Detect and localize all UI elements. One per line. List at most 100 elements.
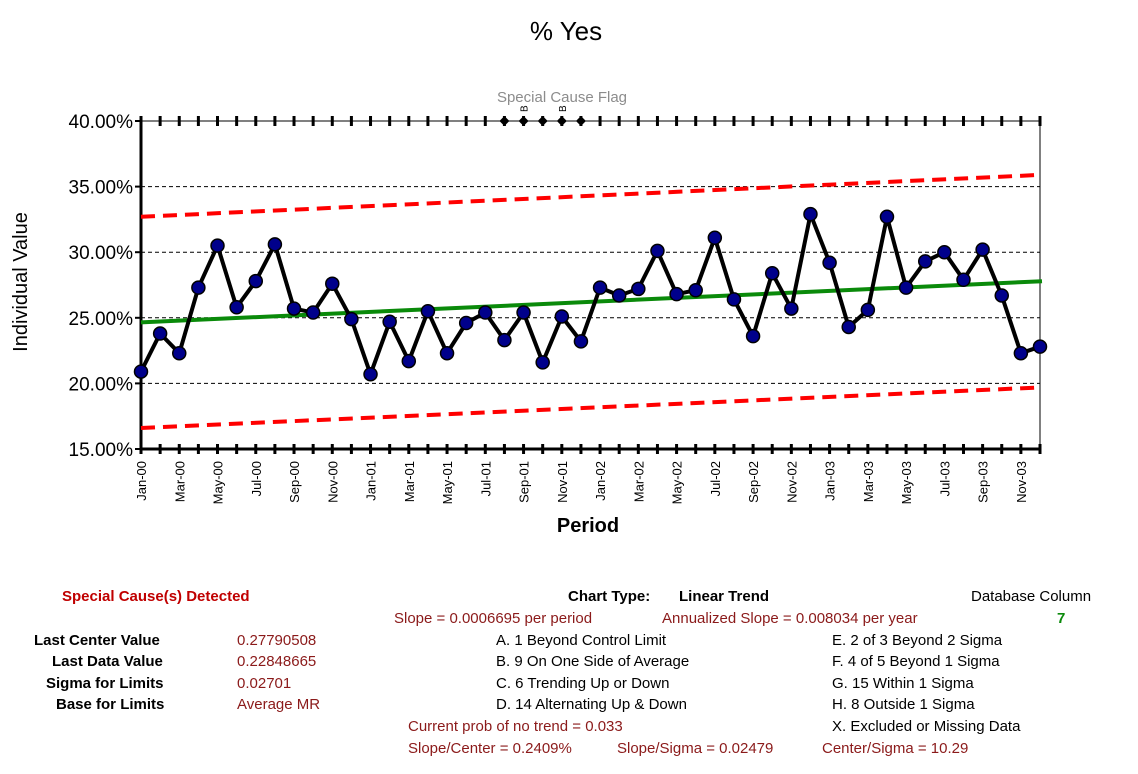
prob-no-trend: Current prob of no trend = 0.033 <box>408 718 623 735</box>
last-center-value: 0.27790508 <box>237 632 317 649</box>
data-point <box>745 328 761 344</box>
slope-center: Slope/Center = 0.2409% <box>408 740 572 757</box>
data-point <box>937 244 952 260</box>
slope-sigma: Slope/Sigma = 0.02479 <box>617 740 774 757</box>
data-point <box>554 309 570 324</box>
data-point <box>975 242 990 257</box>
x-tick-label: Sep-03 <box>976 461 991 503</box>
center-trend-line <box>140 279 1043 325</box>
sigma-value: 0.02701 <box>237 675 292 692</box>
special-cause-flag-marker <box>537 116 548 126</box>
data-point <box>956 272 971 288</box>
data-point <box>267 237 283 252</box>
data-point <box>478 305 493 320</box>
data-point <box>172 345 187 361</box>
data-point <box>764 265 780 281</box>
annualized-slope-text: Annualized Slope = 0.008034 per year <box>662 610 918 627</box>
x-tick-label: Jan-01 <box>364 461 379 501</box>
x-tick-label: Sep-00 <box>287 461 302 503</box>
data-point <box>248 273 264 289</box>
x-tick-label: Jul-01 <box>478 461 493 496</box>
data-point <box>286 301 302 316</box>
data-point <box>191 280 206 295</box>
last-data-value: 0.22848665 <box>237 653 317 670</box>
x-tick-label: Mar-00 <box>172 461 187 502</box>
lower-control-limit <box>140 385 1043 431</box>
control-chart: % Yes Special Cause Flag Individual Valu… <box>10 16 1048 537</box>
x-tick-label: Mar-01 <box>402 461 417 502</box>
x-axis-title: Period <box>557 515 619 537</box>
chart-title: % Yes <box>530 16 602 46</box>
data-point <box>516 305 531 320</box>
flag-letter: B <box>520 105 531 112</box>
data-point <box>688 282 703 298</box>
x-tick-label: May-01 <box>440 461 455 504</box>
data-point <box>994 288 1009 303</box>
center-sigma: Center/Sigma = 10.29 <box>822 740 969 757</box>
rule-h: H. 8 Outside 1 Sigma <box>832 696 975 713</box>
special-cause-flag-marker <box>575 116 586 126</box>
rule-f: F. 4 of 5 Beyond 1 Sigma <box>832 653 1000 670</box>
data-point <box>458 315 474 331</box>
data-point <box>860 302 876 318</box>
data-point <box>707 230 723 246</box>
y-tick-label: 20.00% <box>69 374 134 395</box>
data-point <box>382 314 397 329</box>
rule-g: G. 15 Within 1 Sigma <box>832 675 974 692</box>
rule-e: E. 2 of 3 Beyond 2 Sigma <box>832 632 1003 649</box>
data-point <box>803 206 818 222</box>
x-tick-label: Jan-00 <box>134 461 149 501</box>
x-tick-label: May-00 <box>211 461 226 504</box>
data-point <box>592 280 608 295</box>
x-tick-label: Mar-02 <box>631 461 646 502</box>
y-tick-label: 15.00% <box>69 440 134 461</box>
data-point <box>726 292 742 307</box>
x-tick-label: Jan-03 <box>823 461 838 501</box>
data-point <box>1013 345 1029 361</box>
special-cause-flag-marker <box>518 116 529 126</box>
x-tick-label: Nov-01 <box>555 461 570 503</box>
data-point <box>363 366 378 382</box>
x-tick-label: Jan-02 <box>593 461 608 501</box>
data-point <box>535 355 550 370</box>
data-point <box>133 364 149 379</box>
database-column-value: 7 <box>1057 610 1066 627</box>
data-point <box>420 303 436 319</box>
slope-text: Slope = 0.0006695 per period <box>394 610 593 627</box>
x-tick-label: Sep-02 <box>746 461 761 503</box>
data-point <box>784 301 799 316</box>
special-cause-detected: Special Cause(s) Detected <box>62 588 250 605</box>
data-point <box>401 353 417 369</box>
x-tick-label: Mar-03 <box>861 461 876 502</box>
data-point <box>152 326 168 341</box>
y-tick-label: 40.00% <box>69 112 134 133</box>
data-point <box>822 255 837 270</box>
data-point <box>573 334 589 349</box>
rule-b: B. 9 On One Side of Average <box>496 653 690 670</box>
x-tick-label: Jul-02 <box>708 461 723 496</box>
data-point <box>879 209 895 225</box>
x-tick-label: Nov-03 <box>1014 461 1029 503</box>
data-point <box>841 319 856 335</box>
special-cause-flag-label: Special Cause Flag <box>497 89 627 106</box>
special-cause-flag-marker <box>499 116 510 126</box>
rule-a: A. 1 Beyond Control Limit <box>496 632 667 649</box>
data-point <box>669 286 684 302</box>
x-tick-label: Sep-01 <box>517 461 532 503</box>
data-point <box>229 300 244 315</box>
data-point <box>344 311 359 327</box>
data-point <box>325 276 340 291</box>
data-point <box>305 305 321 320</box>
x-tick-label: Nov-00 <box>325 461 340 503</box>
y-tick-label: 35.00% <box>69 178 134 199</box>
data-point <box>611 288 627 303</box>
rule-d: D. 14 Alternating Up & Down <box>496 696 687 713</box>
data-point <box>439 345 455 361</box>
chart-type-label: Chart Type: <box>568 588 651 605</box>
x-tick-label: Jul-03 <box>937 461 952 496</box>
database-column-label: Database Column <box>971 588 1092 605</box>
data-point <box>898 280 914 295</box>
special-cause-flag-marker <box>556 116 567 126</box>
y-axis-title: Individual Value <box>10 212 32 352</box>
data-point <box>210 238 225 253</box>
